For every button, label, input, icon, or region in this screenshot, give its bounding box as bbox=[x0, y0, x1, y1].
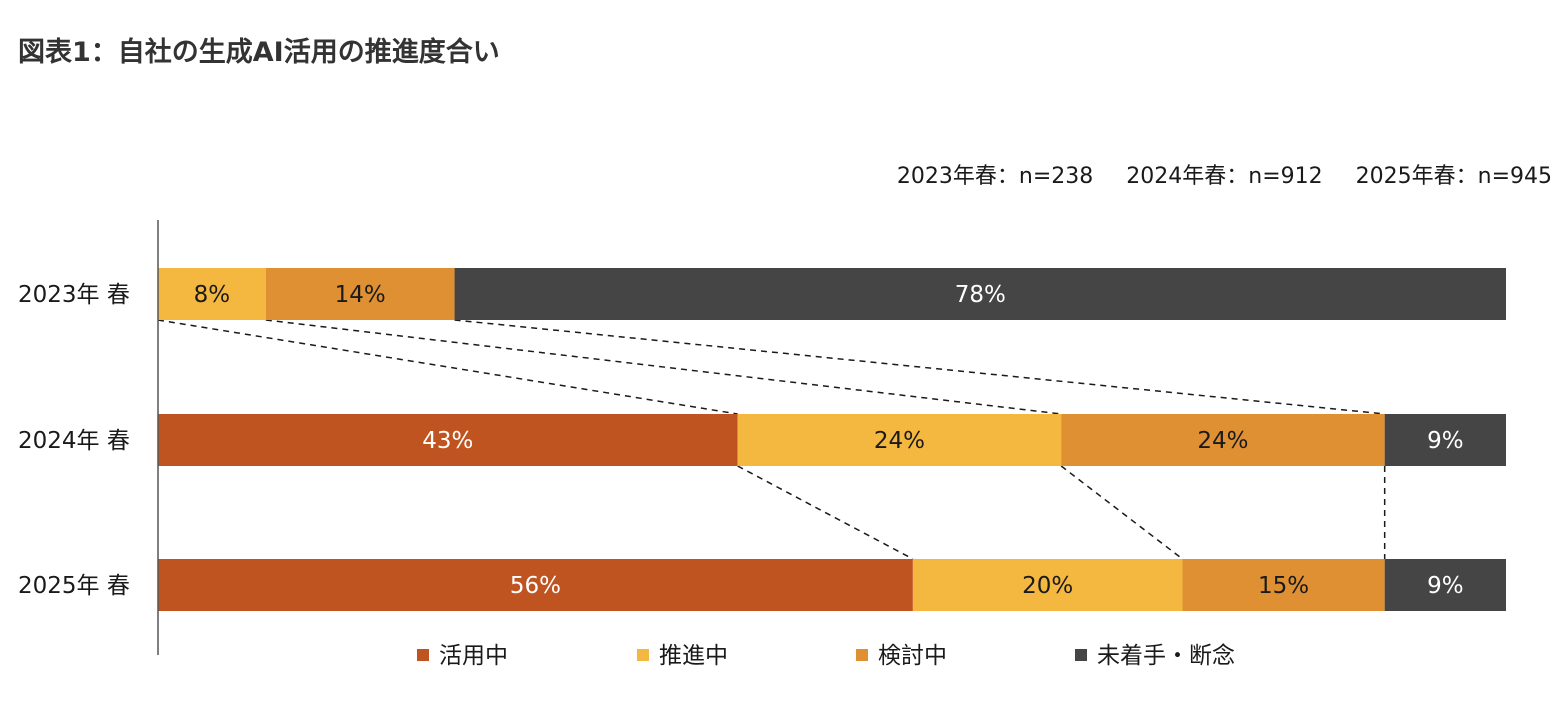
data-label: 8% bbox=[194, 282, 231, 308]
bar-segment bbox=[1384, 414, 1506, 466]
legend-label: 活用中 bbox=[439, 643, 508, 669]
legend-swatch bbox=[637, 649, 649, 661]
connector-lines bbox=[157, 319, 1386, 560]
bar-segment bbox=[454, 268, 1506, 320]
chart-title: 図表1：自社の生成AI活用の推進度合い bbox=[18, 37, 500, 68]
bar-segment bbox=[1182, 559, 1385, 611]
data-label: 24% bbox=[874, 428, 925, 454]
category-label: 2025年 春 bbox=[18, 573, 130, 599]
data-label: 15% bbox=[1258, 573, 1309, 599]
bar-segments: 8% 14% 78% 43% 24% 24% 9% 56% 20% 15% 9% bbox=[158, 268, 1506, 611]
legend: 活用中 推進中 検討中 未着手・断念 bbox=[417, 643, 1235, 669]
data-label: 14% bbox=[335, 282, 386, 308]
data-label: 56% bbox=[510, 573, 561, 599]
connector-line bbox=[157, 319, 738, 415]
sample-size-2025: 2025年春：n=945 bbox=[1355, 164, 1552, 189]
bar-segment bbox=[1384, 559, 1506, 611]
bar-segment bbox=[912, 559, 1183, 611]
connector-line bbox=[1060, 465, 1183, 560]
legend-swatch bbox=[1075, 649, 1087, 661]
bar-segment bbox=[1061, 414, 1385, 466]
data-label: 20% bbox=[1022, 573, 1073, 599]
legend-swatch bbox=[856, 649, 868, 661]
sample-size-2023: 2023年春：n=238 bbox=[896, 164, 1094, 189]
bar-segment bbox=[158, 414, 738, 466]
connector-line bbox=[265, 319, 1062, 415]
data-label: 24% bbox=[1197, 428, 1248, 454]
legend-label: 検討中 bbox=[878, 643, 947, 669]
data-label: 9% bbox=[1427, 428, 1464, 454]
category-label: 2024年 春 bbox=[18, 428, 130, 454]
category-labels: 2023年 春 2024年 春 2025年 春 bbox=[18, 282, 130, 599]
bar-segment bbox=[158, 559, 913, 611]
legend-label: 未着手・断念 bbox=[1097, 643, 1235, 669]
legend-label: 推進中 bbox=[659, 643, 728, 669]
bar-segment bbox=[737, 414, 1062, 466]
data-label: 9% bbox=[1427, 573, 1464, 599]
data-label: 43% bbox=[422, 428, 473, 454]
sample-size-note: 2023年春：n=238 2024年春：n=912 2025年春：n=945 bbox=[897, 158, 1552, 190]
data-label: 78% bbox=[955, 282, 1006, 308]
connector-line bbox=[737, 465, 914, 560]
category-label: 2023年 春 bbox=[18, 282, 130, 308]
sample-size-2024: 2024年春：n=912 bbox=[1126, 164, 1323, 189]
bar-segment bbox=[265, 268, 455, 320]
legend-swatch bbox=[417, 649, 429, 661]
bar-segment bbox=[158, 268, 266, 320]
connector-line bbox=[454, 319, 1385, 415]
